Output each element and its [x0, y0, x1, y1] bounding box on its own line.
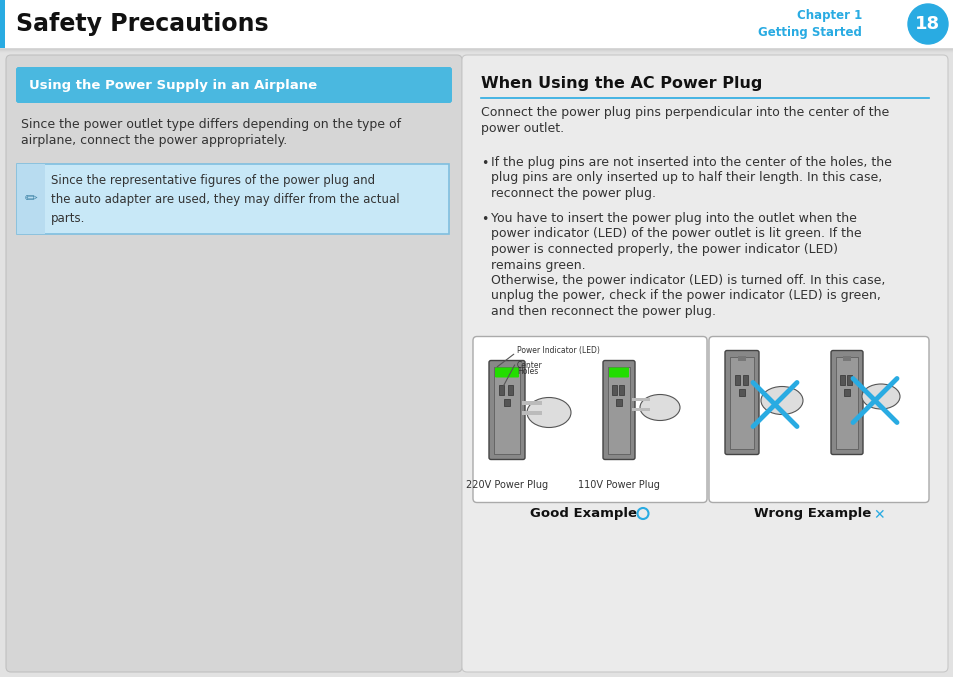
- Text: 220V Power Plug: 220V Power Plug: [465, 481, 547, 491]
- Text: Power Indicator (LED): Power Indicator (LED): [517, 347, 599, 355]
- FancyBboxPatch shape: [602, 360, 635, 460]
- Text: You have to insert the power plug into the outlet when the: You have to insert the power plug into t…: [491, 212, 856, 225]
- Bar: [616, 399, 621, 406]
- Bar: [835, 357, 857, 448]
- Text: Chapter 1: Chapter 1: [796, 9, 862, 22]
- Ellipse shape: [639, 395, 679, 420]
- Text: ✕: ✕: [872, 508, 883, 523]
- Text: and then reconnect the power plug.: and then reconnect the power plug.: [491, 305, 716, 318]
- Bar: [631, 408, 649, 410]
- Text: 110V Power Plug: 110V Power Plug: [578, 481, 659, 491]
- Bar: [739, 389, 744, 395]
- Bar: [498, 385, 503, 395]
- Bar: [612, 385, 617, 395]
- FancyBboxPatch shape: [16, 67, 452, 103]
- Text: remains green.: remains green.: [491, 259, 585, 271]
- FancyBboxPatch shape: [830, 351, 862, 454]
- FancyBboxPatch shape: [6, 55, 461, 672]
- Bar: [842, 355, 850, 360]
- Bar: [0, 48, 953, 49]
- Text: plug pins are only inserted up to half their length. In this case,: plug pins are only inserted up to half t…: [491, 171, 882, 185]
- Text: Connect the power plug pins perpendicular into the center of the: Connect the power plug pins perpendicula…: [480, 106, 888, 119]
- Text: 18: 18: [915, 15, 940, 33]
- Text: If the plug pins are not inserted into the center of the holes, the: If the plug pins are not inserted into t…: [491, 156, 891, 169]
- Text: Since the representative figures of the power plug and: Since the representative figures of the …: [51, 174, 375, 187]
- Bar: [17, 164, 45, 234]
- Text: Holes: Holes: [517, 368, 537, 376]
- Bar: [0, 0, 5, 48]
- Text: parts.: parts.: [51, 212, 85, 225]
- FancyBboxPatch shape: [473, 336, 706, 502]
- Text: Safety Precautions: Safety Precautions: [16, 12, 269, 36]
- Text: Otherwise, the power indicator (LED) is turned off. In this case,: Otherwise, the power indicator (LED) is …: [491, 274, 884, 287]
- Circle shape: [907, 4, 947, 44]
- FancyBboxPatch shape: [16, 67, 452, 103]
- Bar: [607, 366, 629, 454]
- Bar: [843, 389, 849, 395]
- Bar: [0, 51, 953, 53]
- Bar: [742, 374, 747, 385]
- Text: the auto adapter are used, they may differ from the actual: the auto adapter are used, they may diff…: [51, 193, 399, 206]
- Ellipse shape: [862, 384, 899, 409]
- Text: power outlet.: power outlet.: [480, 122, 563, 135]
- Text: •: •: [480, 213, 488, 226]
- Text: Getting Started: Getting Started: [758, 26, 862, 39]
- Text: When Using the AC Power Plug: When Using the AC Power Plug: [480, 76, 761, 91]
- Bar: [840, 374, 844, 385]
- Text: power is connected properly, the power indicator (LED): power is connected properly, the power i…: [491, 243, 837, 256]
- Bar: [734, 374, 740, 385]
- Bar: [503, 399, 510, 406]
- Text: airplane, connect the power appropriately.: airplane, connect the power appropriatel…: [21, 134, 287, 147]
- Bar: [0, 49, 953, 51]
- Text: ✏: ✏: [25, 192, 37, 206]
- Text: power indicator (LED) of the power outlet is lit green. If the: power indicator (LED) of the power outle…: [491, 227, 861, 240]
- FancyBboxPatch shape: [461, 55, 947, 672]
- Ellipse shape: [760, 387, 802, 414]
- Text: Center: Center: [517, 360, 542, 370]
- Bar: [521, 401, 541, 404]
- Bar: [738, 355, 745, 360]
- Bar: [729, 357, 753, 448]
- FancyBboxPatch shape: [19, 85, 449, 103]
- Bar: [618, 385, 623, 395]
- Bar: [17, 164, 449, 234]
- FancyBboxPatch shape: [495, 368, 518, 378]
- Text: Since the power outlet type differs depending on the type of: Since the power outlet type differs depe…: [21, 118, 400, 131]
- Bar: [494, 366, 519, 454]
- Text: Using the Power Supply in an Airplane: Using the Power Supply in an Airplane: [29, 79, 316, 91]
- Text: unplug the power, check if the power indicator (LED) is green,: unplug the power, check if the power ind…: [491, 290, 880, 303]
- FancyBboxPatch shape: [708, 336, 928, 502]
- Bar: [631, 397, 649, 401]
- Ellipse shape: [526, 397, 571, 427]
- FancyBboxPatch shape: [724, 351, 759, 454]
- Bar: [0, 50, 953, 51]
- Bar: [0, 0, 953, 48]
- FancyBboxPatch shape: [608, 368, 628, 378]
- Text: •: •: [480, 157, 488, 170]
- FancyBboxPatch shape: [489, 360, 524, 460]
- Text: reconnect the power plug.: reconnect the power plug.: [491, 187, 656, 200]
- Bar: [521, 410, 541, 414]
- Text: Wrong Example: Wrong Example: [754, 506, 871, 519]
- Text: Good Example: Good Example: [530, 506, 637, 519]
- Bar: [846, 374, 851, 385]
- Bar: [507, 385, 513, 395]
